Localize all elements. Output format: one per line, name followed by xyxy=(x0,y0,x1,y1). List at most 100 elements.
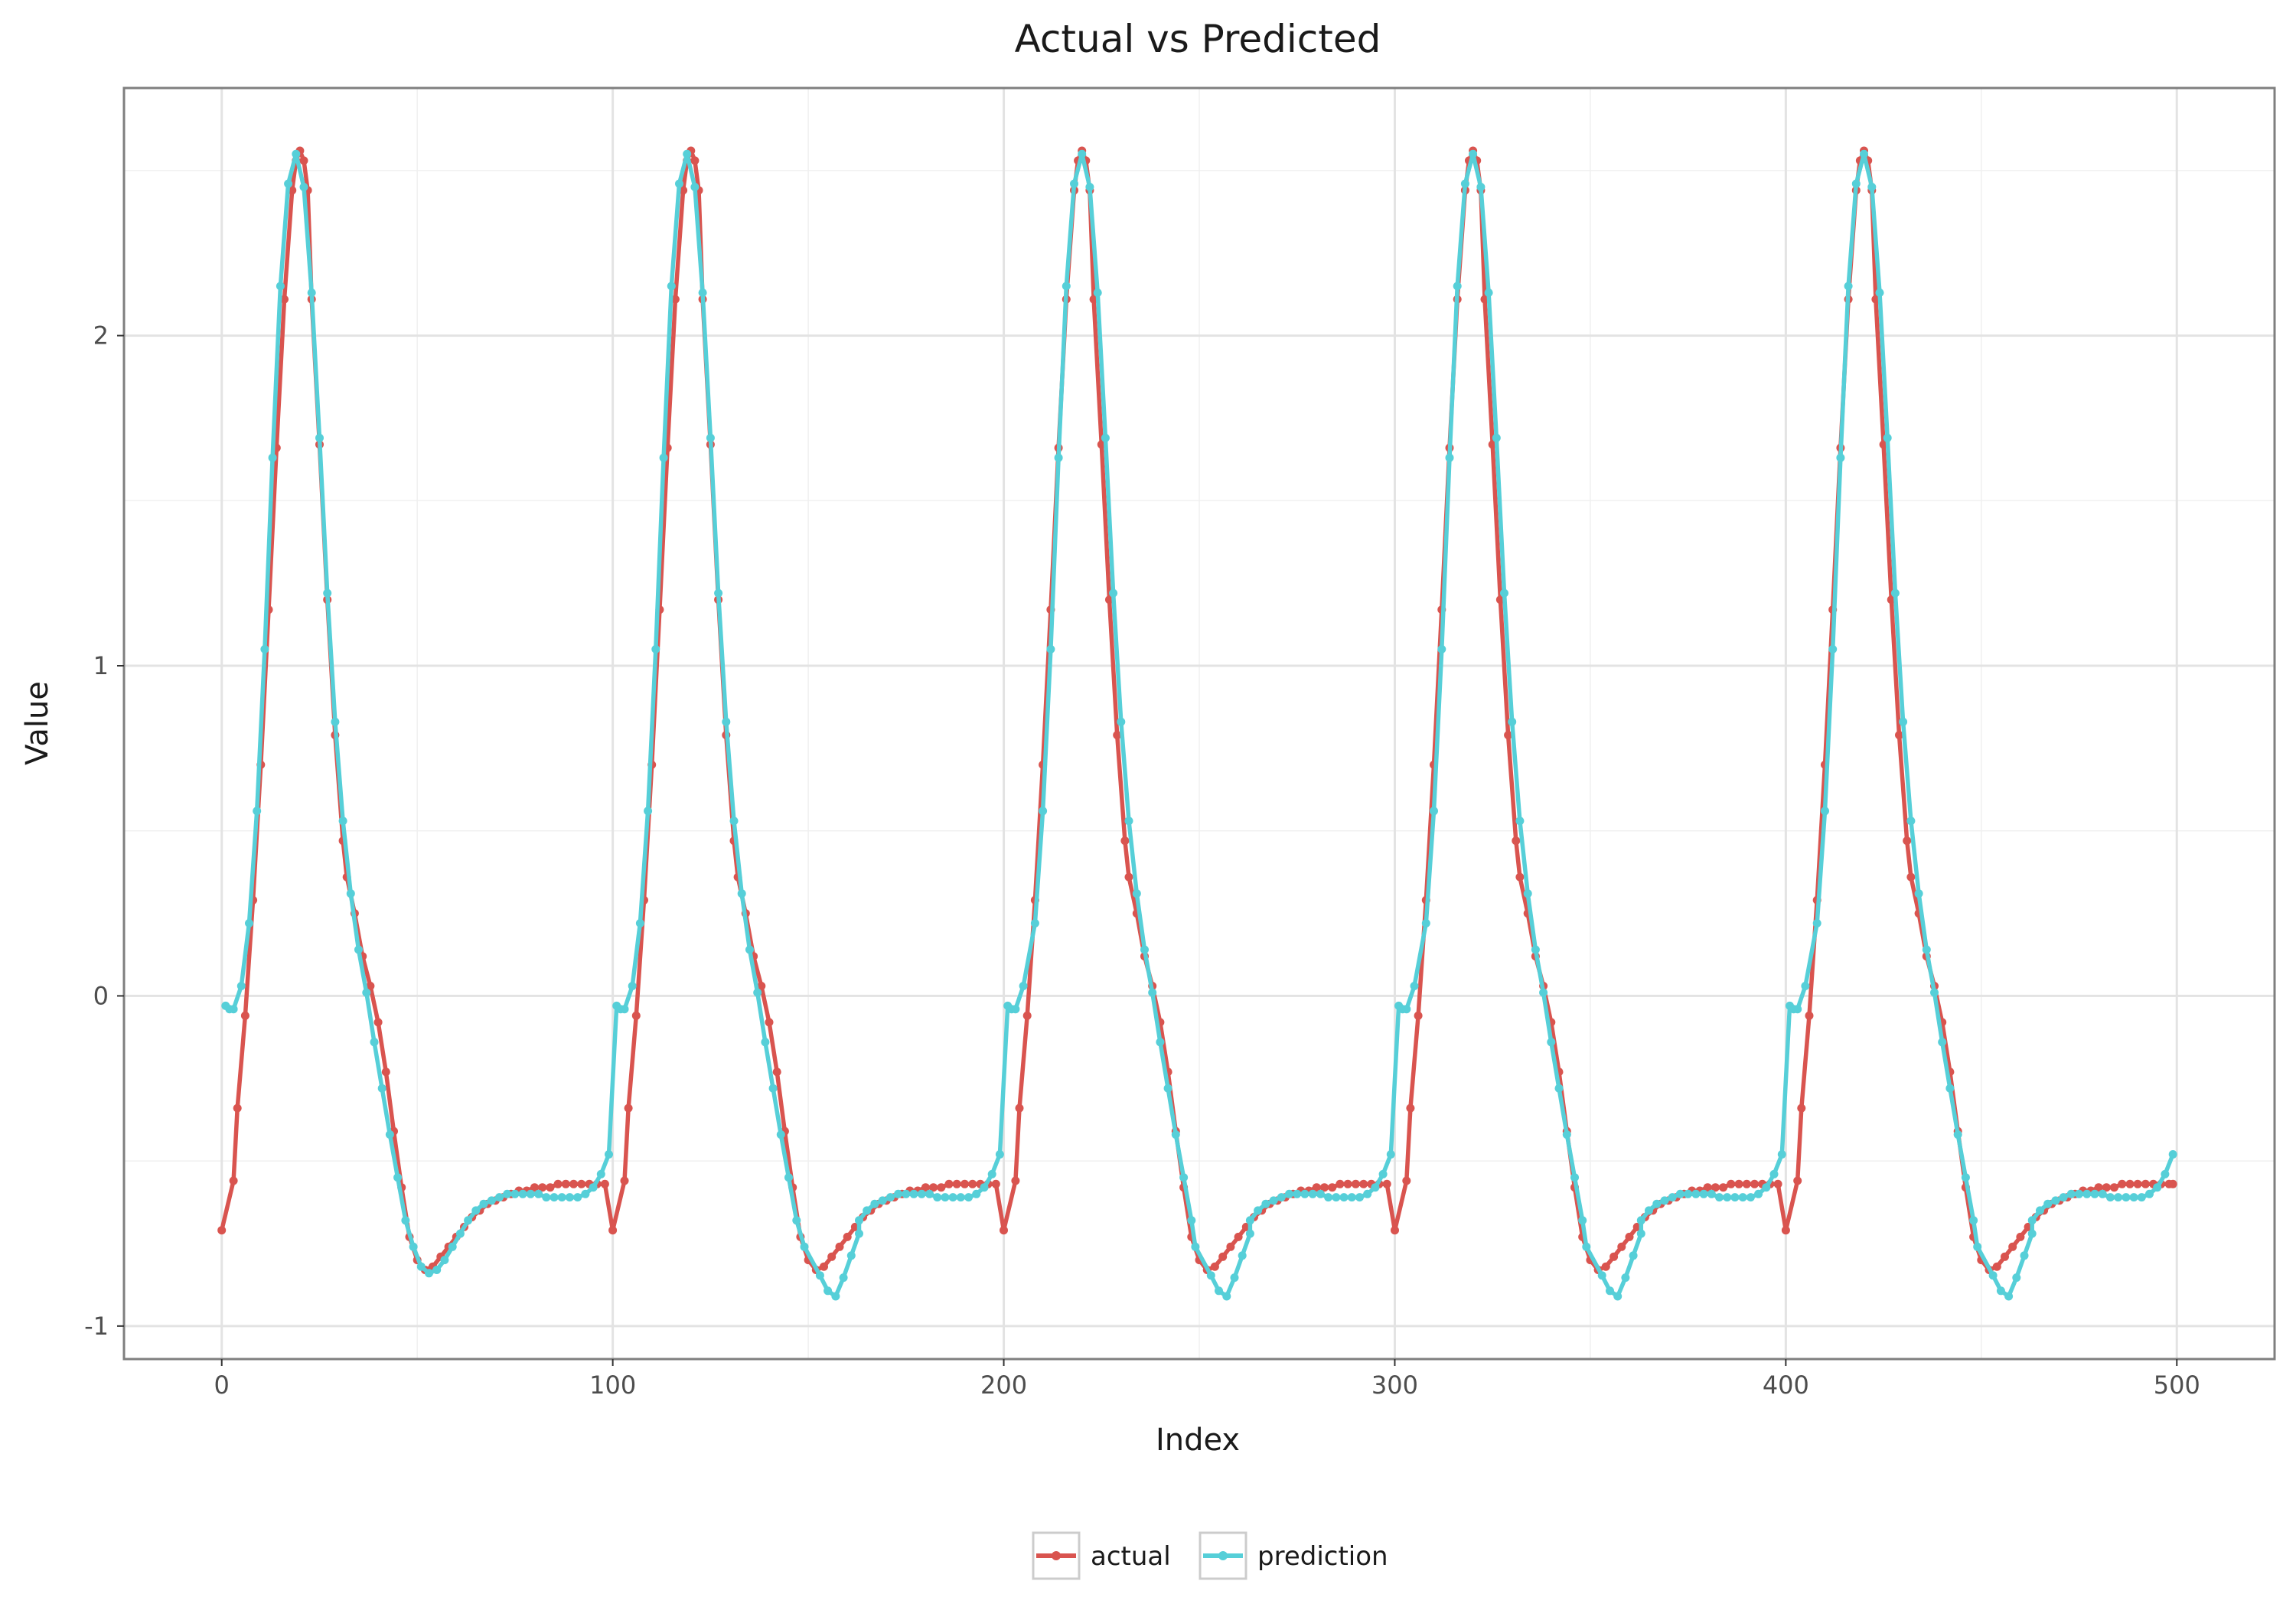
data-point-prediction xyxy=(1554,1084,1564,1093)
data-point-prediction xyxy=(1339,1193,1349,1202)
data-point-actual xyxy=(1727,1179,1736,1188)
data-point-prediction xyxy=(1945,1084,1955,1093)
data-point-actual xyxy=(960,1179,969,1188)
data-point-actual xyxy=(765,1018,774,1027)
data-point-actual xyxy=(1336,1179,1345,1188)
data-point-prediction xyxy=(690,182,700,191)
data-point-prediction xyxy=(1723,1193,1732,1202)
x-tick-label: 300 xyxy=(1371,1371,1418,1400)
data-point-prediction xyxy=(659,453,668,462)
data-point-prediction xyxy=(1484,288,1493,297)
data-point-prediction xyxy=(385,1130,394,1139)
data-point-actual xyxy=(1406,1103,1415,1113)
data-point-prediction xyxy=(1500,588,1508,598)
data-point-actual xyxy=(1625,1232,1634,1241)
data-point-actual xyxy=(670,295,680,304)
data-point-prediction xyxy=(596,1169,605,1178)
data-point-actual xyxy=(1992,1262,2001,1271)
data-point-prediction xyxy=(1355,1193,1364,1202)
data-point-prediction xyxy=(1132,889,1141,898)
data-point-actual xyxy=(1120,836,1130,846)
data-point-prediction xyxy=(1582,1242,1591,1251)
data-point-actual xyxy=(1515,872,1525,882)
data-point-prediction xyxy=(1238,1251,1247,1260)
data-point-prediction xyxy=(2043,1199,2053,1208)
data-point-prediction xyxy=(792,1216,801,1225)
data-point-prediction xyxy=(1867,182,1877,191)
data-point-actual xyxy=(991,1179,1000,1188)
data-point-actual xyxy=(1781,1226,1790,1235)
data-point-actual xyxy=(1773,1179,1782,1188)
data-point-actual xyxy=(1391,1226,1399,1235)
data-point-prediction xyxy=(1261,1199,1270,1208)
data-point-prediction xyxy=(1922,945,1931,954)
data-point-actual xyxy=(2001,1252,2009,1261)
data-point-prediction xyxy=(933,1193,942,1202)
y-tick-label: 2 xyxy=(93,321,109,350)
data-point-prediction xyxy=(2145,1189,2154,1198)
data-point-prediction xyxy=(1316,1189,1325,1198)
data-point-prediction xyxy=(831,1292,840,1301)
data-point-prediction xyxy=(1597,1271,1606,1280)
data-point-actual xyxy=(952,1179,961,1188)
data-point-prediction xyxy=(416,1262,426,1271)
data-point-prediction xyxy=(1562,1130,1571,1139)
data-point-prediction xyxy=(1875,288,1884,297)
data-point-prediction xyxy=(1890,588,1900,598)
data-point-prediction xyxy=(1899,717,1908,726)
data-point-prediction xyxy=(1430,807,1438,816)
data-point-prediction xyxy=(1093,288,1102,297)
data-point-prediction xyxy=(635,919,644,927)
data-point-prediction xyxy=(2153,1183,2162,1192)
panel-border xyxy=(122,86,2276,1361)
data-point-prediction xyxy=(1245,1229,1254,1238)
data-point-actual xyxy=(2133,1179,2142,1188)
data-point-prediction xyxy=(495,1193,504,1202)
data-point-prediction xyxy=(1707,1189,1716,1198)
data-point-prediction xyxy=(1140,945,1149,954)
data-point-prediction xyxy=(722,717,731,726)
data-point-prediction xyxy=(1969,1216,1978,1225)
data-point-prediction xyxy=(737,889,746,898)
data-point-prediction xyxy=(839,1273,848,1283)
data-point-prediction xyxy=(2122,1193,2131,1202)
data-point-prediction xyxy=(1531,945,1540,954)
grid xyxy=(124,88,2275,1359)
legend: actual prediction xyxy=(1032,1531,1388,1580)
data-point-actual xyxy=(1609,1252,1619,1261)
x-tick-label: 0 xyxy=(214,1371,230,1400)
data-point-actual xyxy=(561,1179,570,1188)
x-tick-label: 500 xyxy=(2154,1371,2200,1400)
data-point-actual xyxy=(1328,1183,1337,1192)
data-point-prediction xyxy=(2090,1189,2099,1198)
data-point-prediction xyxy=(815,1271,824,1280)
data-point-prediction xyxy=(1953,1130,1962,1139)
data-point-prediction xyxy=(1117,717,1126,726)
data-point-prediction xyxy=(1821,807,1829,816)
data-point-prediction xyxy=(1675,1189,1684,1198)
data-point-prediction xyxy=(1836,453,1845,462)
data-point-prediction xyxy=(675,179,683,188)
data-point-prediction xyxy=(307,288,316,297)
data-point-prediction xyxy=(2075,1189,2083,1198)
data-point-prediction xyxy=(1578,1216,1587,1225)
data-point-actual xyxy=(530,1183,539,1192)
data-point-prediction xyxy=(1851,179,1861,188)
data-point-prediction xyxy=(2051,1196,2060,1205)
data-point-prediction xyxy=(1222,1292,1231,1301)
data-point-prediction xyxy=(1769,1169,1779,1178)
data-point-actual xyxy=(1793,1176,1802,1185)
data-point-actual xyxy=(2168,1179,2177,1188)
data-point-actual xyxy=(1402,1176,1411,1185)
legend-item-prediction: prediction xyxy=(1199,1531,1388,1580)
data-point-actual xyxy=(1015,1103,1024,1113)
data-point-prediction xyxy=(1332,1193,1341,1202)
data-point-actual xyxy=(1113,731,1122,740)
data-point-actual xyxy=(1805,1011,1814,1020)
data-point-prediction xyxy=(1453,282,1462,291)
data-point-prediction xyxy=(909,1189,918,1198)
data-point-prediction xyxy=(855,1216,863,1225)
data-point-prediction xyxy=(855,1229,863,1238)
data-point-actual xyxy=(217,1226,227,1235)
legend-marker-actual xyxy=(1052,1551,1061,1560)
